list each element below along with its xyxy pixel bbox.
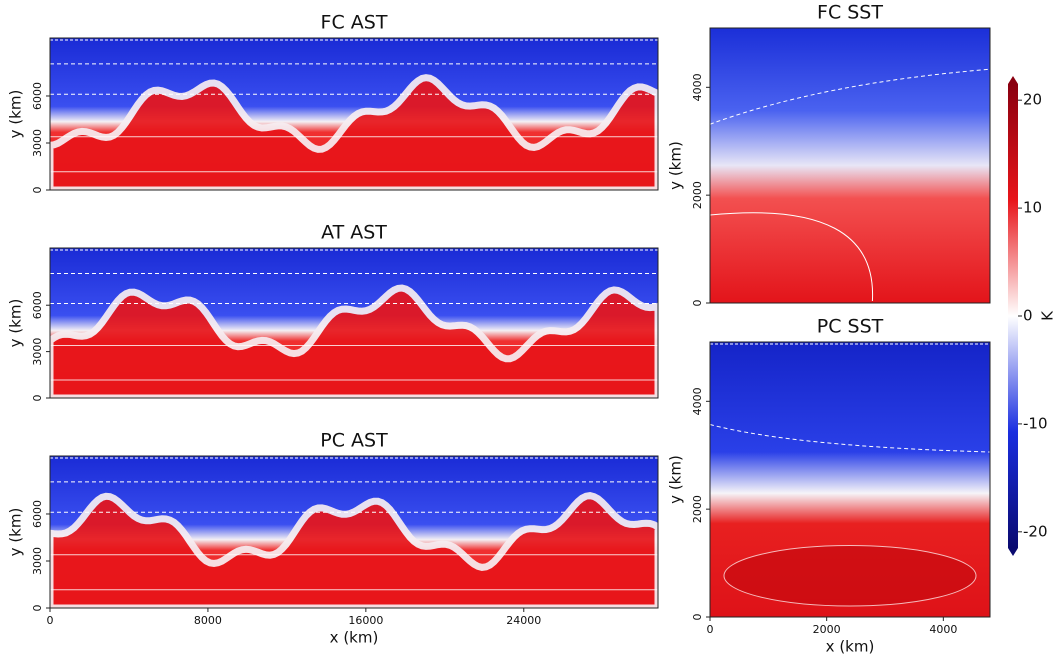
colorbar-tick-label: -20 [1023, 522, 1048, 540]
y-tick-label: 0 [31, 605, 44, 612]
y-tick-label: 0 [691, 300, 704, 307]
y-tick-label: 6000 [31, 500, 44, 528]
y-axis-label: y (km) [7, 90, 25, 139]
y-axis-label: y (km) [667, 141, 685, 190]
field [50, 248, 658, 398]
y-axis-label: y (km) [7, 299, 25, 348]
field [50, 456, 658, 608]
frame [49, 37, 659, 191]
contour [710, 212, 873, 302]
field [710, 342, 990, 617]
y-tick-label: 4000 [691, 387, 704, 415]
y-tick-label: 3000 [31, 547, 44, 575]
y-tick-label: 3000 [31, 338, 44, 366]
y-tick-label: 0 [31, 395, 44, 402]
warm-core [723, 545, 977, 607]
x-axis-label: x (km) [826, 638, 875, 655]
chart-title: PC AST [320, 430, 388, 452]
colorbar-top [1008, 76, 1018, 84]
y-axis-label: y (km) [667, 455, 685, 504]
front [50, 492, 658, 608]
y-tick-label: 3000 [31, 129, 44, 157]
colorbar-tick-label: -10 [1023, 414, 1048, 432]
frame [709, 341, 991, 618]
colorbar-bottom [1008, 548, 1018, 556]
x-tick-label: 4000 [929, 623, 957, 636]
y-tick-label: 6000 [31, 82, 44, 110]
front [50, 74, 658, 190]
y-tick-label: 2000 [691, 495, 704, 523]
y-tick-label: 4000 [691, 73, 704, 101]
colorbar-label: K [1039, 310, 1057, 321]
x-tick-label: 8000 [194, 614, 222, 627]
y-tick-label: 0 [31, 187, 44, 194]
front [50, 284, 658, 398]
colorbar [1008, 84, 1018, 548]
chart-title: FC AST [321, 12, 388, 34]
frame [709, 27, 991, 304]
x-tick-label: 0 [707, 623, 714, 636]
contour [710, 424, 990, 453]
frame [49, 247, 659, 399]
field [710, 28, 990, 303]
y-axis-label: y (km) [7, 508, 25, 557]
x-tick-label: 16000 [348, 614, 383, 627]
colorbar-tick-label: 20 [1023, 91, 1042, 109]
chart-title: FC SST [817, 2, 883, 24]
y-tick-label: 0 [691, 614, 704, 621]
chart-title: PC SST [817, 316, 884, 338]
chart-title: AT AST [321, 222, 387, 244]
contour [710, 68, 990, 125]
field-bg [710, 28, 990, 303]
y-tick-label: 6000 [31, 291, 44, 319]
y-tick-label: 2000 [691, 181, 704, 209]
field [50, 38, 658, 190]
frame [49, 455, 659, 609]
x-tick-label: 2000 [813, 623, 841, 636]
x-tick-label: 0 [47, 614, 54, 627]
x-axis-label: x (km) [330, 629, 379, 647]
x-tick-label: 24000 [506, 614, 541, 627]
colorbar-tick-label: 10 [1023, 199, 1042, 217]
colorbar-tick-label: 0 [1023, 307, 1033, 325]
